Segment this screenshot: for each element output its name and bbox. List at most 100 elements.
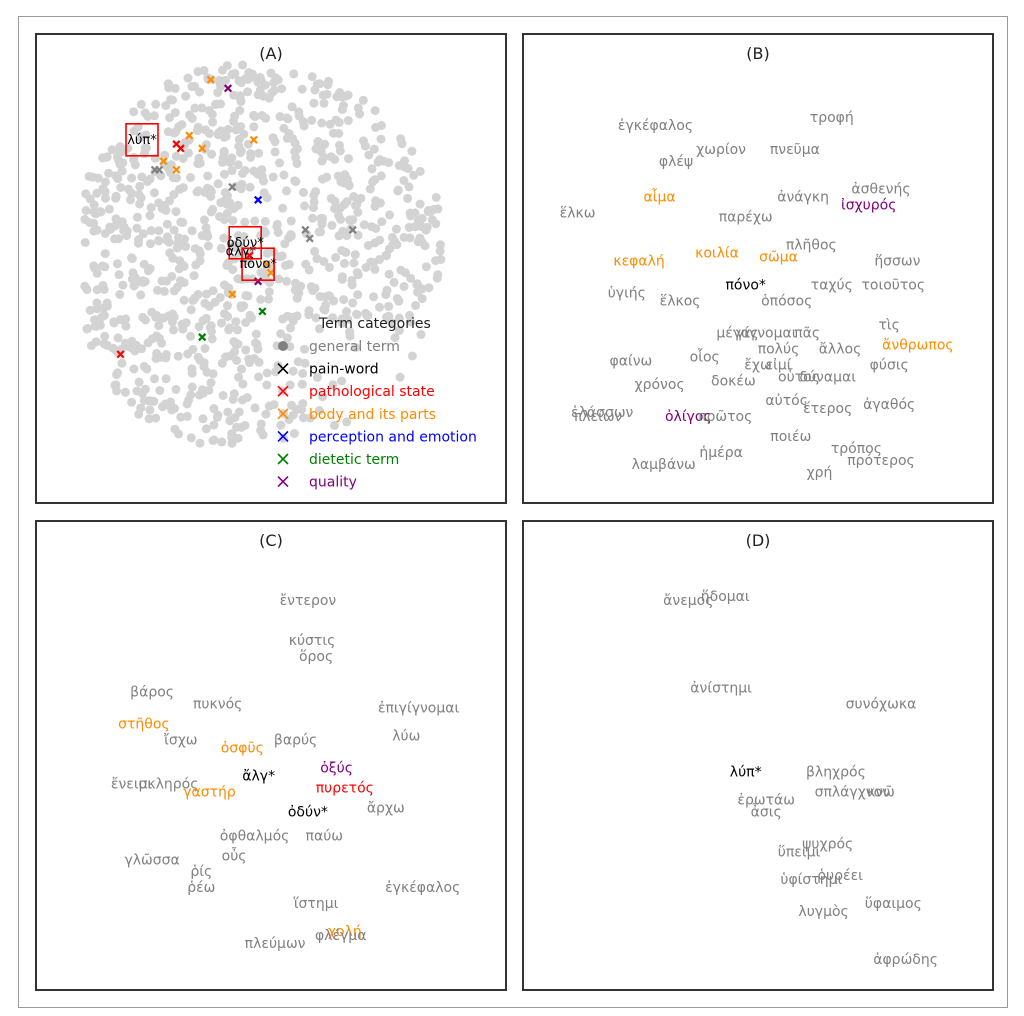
word-label: συνόχωκα — [846, 697, 917, 713]
cloud-point — [117, 166, 127, 176]
cloud-point — [176, 217, 186, 227]
cloud-point — [407, 351, 417, 361]
cloud-point — [360, 141, 370, 151]
cloud-point — [223, 301, 232, 311]
cloud-point — [167, 317, 177, 327]
cloud-point — [217, 437, 227, 447]
cloud-point — [399, 176, 409, 185]
cloud-point — [363, 311, 373, 321]
cloud-point — [186, 173, 195, 182]
word-label: σπλάγχνον — [815, 784, 891, 800]
cloud-point — [404, 182, 414, 192]
cloud-point — [353, 103, 363, 113]
cloud-point — [277, 84, 287, 94]
word-label: ἐγκέφαλος — [385, 880, 460, 896]
cloud-point — [98, 281, 108, 290]
panel-a: (A)λύπ*ὀδύν*ἄλγ*πόνο*Term categoriesgene… — [35, 33, 507, 504]
cloud-point — [236, 244, 246, 254]
word-label: ἄνθρωπος — [882, 337, 953, 353]
cloud-point — [91, 337, 101, 347]
cloud-point — [208, 369, 218, 379]
cloud-point — [369, 144, 379, 154]
cloud-point — [81, 206, 91, 215]
cloud-point — [84, 171, 94, 181]
cloud-point — [166, 95, 176, 105]
cloud-point — [111, 214, 121, 224]
marker-body — [249, 135, 258, 144]
cloud-point — [133, 122, 143, 132]
cloud-point — [117, 358, 127, 368]
cloud-point — [154, 236, 163, 245]
cloud-point — [208, 117, 218, 127]
cloud-point — [337, 272, 347, 282]
cloud-point — [291, 177, 301, 187]
zoom-box — [228, 225, 262, 260]
word-label: κνῶ — [867, 784, 895, 800]
word-label: πολύς — [758, 341, 800, 357]
cloud-point — [187, 82, 197, 91]
cloud-point — [105, 222, 115, 232]
cloud-point — [127, 173, 137, 183]
cloud-point — [407, 146, 417, 156]
cloud-point — [321, 300, 331, 310]
word-label: ὀφθαλμός — [220, 828, 290, 844]
cloud-point — [121, 321, 131, 331]
cloud-point — [220, 169, 229, 179]
cloud-point — [352, 309, 361, 319]
cloud-point — [241, 345, 251, 355]
cloud-point — [229, 240, 239, 250]
cloud-point — [107, 145, 117, 155]
cloud-point — [100, 331, 110, 341]
legend-entry-pathological: pathological state — [277, 384, 435, 400]
word-label: ἥσσων — [874, 254, 920, 270]
cloud-point — [190, 244, 200, 254]
cloud-point — [280, 239, 290, 249]
cloud-point — [130, 160, 140, 170]
panel-frame — [35, 520, 507, 991]
cloud-point — [220, 309, 229, 319]
cloud-point — [205, 323, 215, 332]
cloud-point — [244, 249, 254, 258]
cloud-point — [189, 271, 199, 281]
cloud-point — [230, 347, 240, 357]
legend-x-marker — [277, 453, 289, 465]
word-label: ἕτερος — [803, 401, 852, 417]
cloud-point — [165, 248, 175, 258]
word-label: ταχύς — [811, 278, 853, 294]
cloud-point — [371, 196, 381, 206]
cloud-point — [243, 87, 253, 97]
cloud-point — [261, 274, 270, 284]
cloud-point — [262, 248, 272, 258]
cloud-point — [335, 140, 344, 150]
cloud-point — [154, 321, 164, 331]
cloud-point — [415, 199, 425, 209]
word-label: ὀδύν* — [288, 804, 328, 820]
word-label: στῆθος — [118, 717, 170, 733]
cloud-point — [410, 222, 420, 232]
legend-label: pain-word — [309, 362, 379, 378]
cloud-point — [120, 387, 130, 397]
cloud-point — [136, 132, 146, 142]
cloud-point — [319, 98, 329, 108]
cloud-point — [151, 99, 161, 109]
panel-frame — [35, 33, 507, 504]
cloud-point — [417, 294, 427, 304]
cloud-point — [124, 184, 133, 194]
word-label: ῥέω — [187, 880, 215, 896]
cloud-point — [282, 186, 291, 196]
cloud-point — [339, 258, 349, 268]
cloud-point — [187, 382, 197, 392]
word-label: ὕφαιμος — [865, 896, 922, 912]
cloud-point — [435, 246, 445, 256]
cloud-point — [138, 388, 147, 398]
word-label: γίγνομαι — [736, 325, 797, 341]
cloud-point — [134, 235, 144, 245]
cloud-point — [217, 318, 226, 328]
cloud-point — [422, 222, 432, 232]
cloud-point — [315, 406, 324, 415]
cloud-point — [315, 324, 324, 334]
legend-x-marker — [277, 363, 289, 375]
cloud-point — [179, 278, 189, 288]
cloud-point — [282, 333, 292, 343]
